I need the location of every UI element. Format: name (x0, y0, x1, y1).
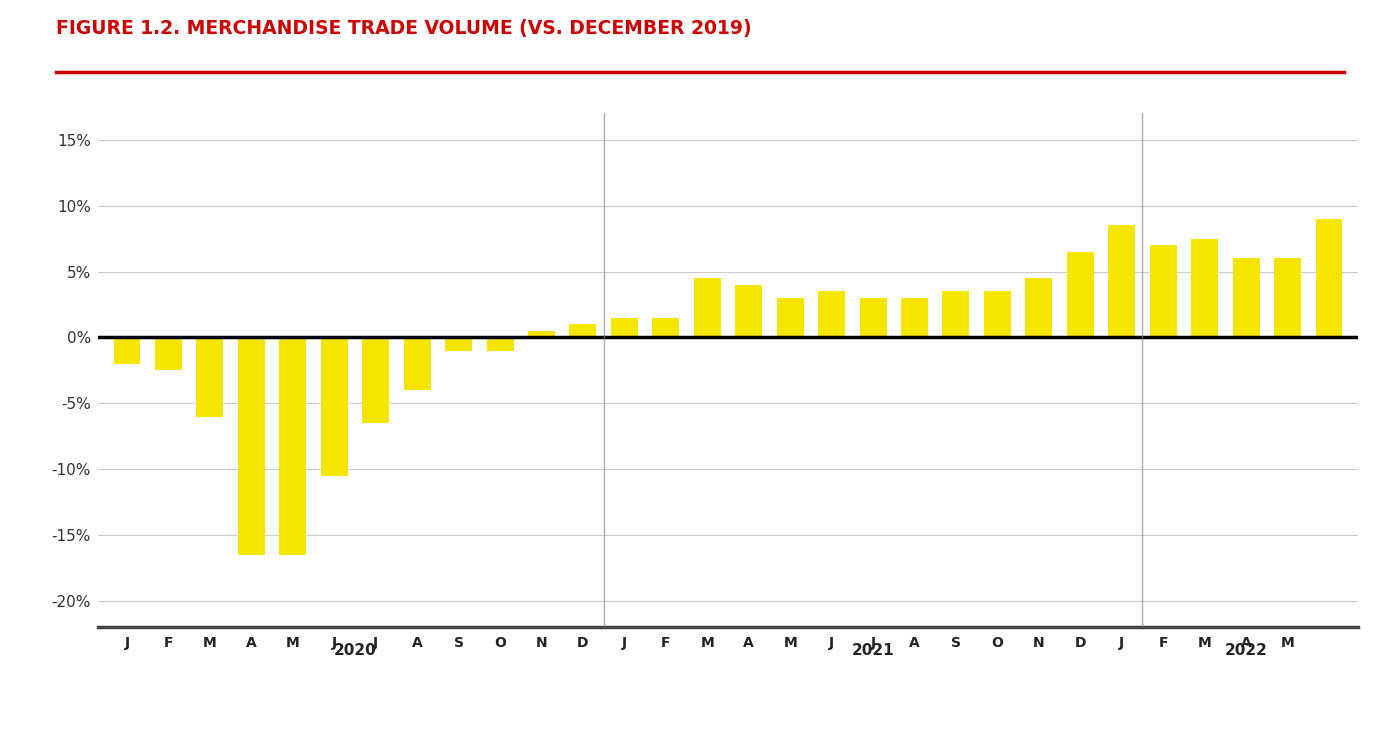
Bar (652, 318, 679, 337)
Bar (196, 337, 224, 417)
Bar (735, 285, 762, 337)
Text: 2022: 2022 (1225, 643, 1267, 658)
Text: FIGURE 1.2. MERCHANDISE TRADE VOLUME (VS. DECEMBER 2019): FIGURE 1.2. MERCHANDISE TRADE VOLUME (VS… (56, 19, 752, 38)
Bar (1109, 225, 1135, 337)
Bar (942, 291, 969, 337)
Bar (321, 337, 347, 476)
Bar (694, 278, 721, 337)
Bar (528, 331, 554, 337)
Text: 2020: 2020 (333, 643, 377, 658)
Bar (238, 337, 265, 555)
Text: 2021: 2021 (851, 643, 895, 658)
Bar (487, 337, 514, 351)
Bar (860, 298, 886, 337)
Bar (902, 298, 928, 337)
Bar (1191, 239, 1218, 337)
Bar (280, 337, 307, 555)
Bar (403, 337, 431, 390)
Bar (777, 298, 804, 337)
Bar (1274, 259, 1301, 337)
Bar (445, 337, 472, 351)
Bar (1025, 278, 1053, 337)
Bar (570, 324, 596, 337)
Bar (1232, 259, 1260, 337)
Bar (1067, 252, 1093, 337)
Bar (1149, 245, 1176, 337)
Bar (984, 291, 1011, 337)
Bar (818, 291, 846, 337)
Bar (363, 337, 389, 423)
Bar (155, 337, 182, 370)
Bar (1316, 218, 1343, 337)
Bar (610, 318, 638, 337)
Bar (113, 337, 140, 364)
